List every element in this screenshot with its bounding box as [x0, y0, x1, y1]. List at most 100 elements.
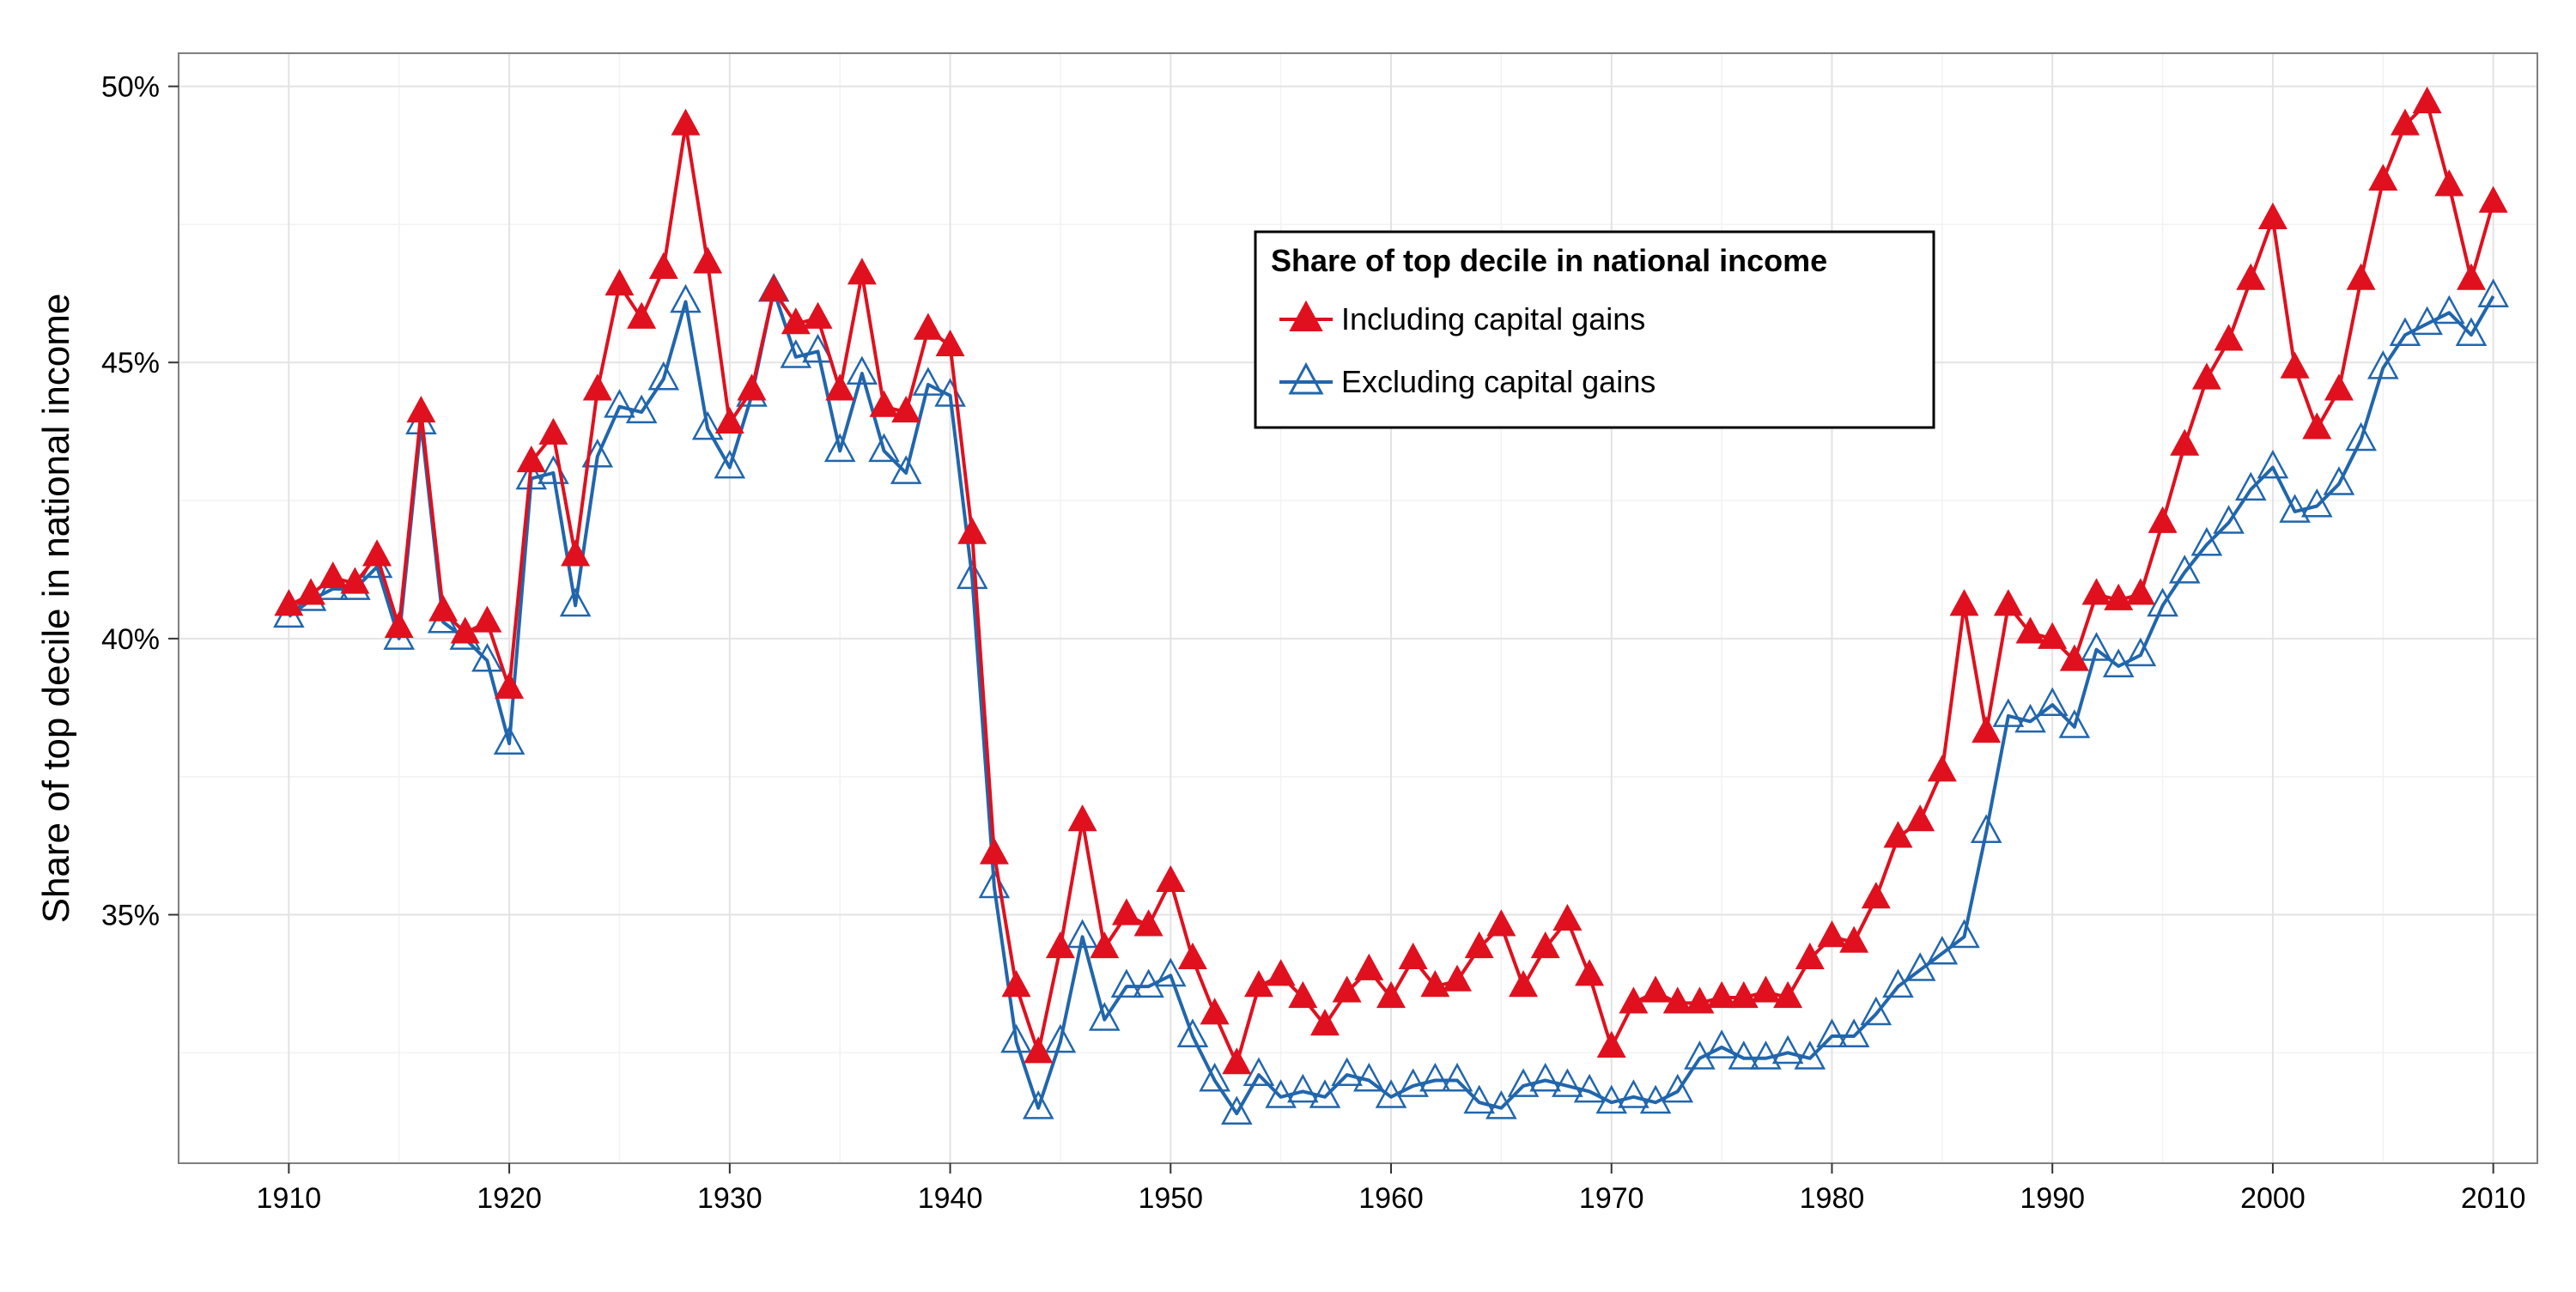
data-point: [1552, 1068, 1583, 1097]
data-point: [2124, 637, 2157, 667]
y-tick-label: 35%: [101, 900, 160, 932]
data-point: [1045, 931, 1075, 959]
data-point: [823, 433, 856, 463]
data-point: [2191, 362, 2221, 390]
data-point: [1971, 716, 2002, 743]
data-point: [2279, 494, 2311, 523]
data-point: [1552, 903, 1583, 931]
x-tick-label: 1960: [1358, 1182, 1424, 1215]
data-point: [2125, 578, 2155, 605]
data-point: [1926, 935, 1959, 965]
y-tick-label: 45%: [101, 347, 160, 379]
data-point: [1662, 986, 1692, 1014]
data-point: [2455, 317, 2488, 347]
data-point: [891, 396, 921, 423]
data-point: [2014, 703, 2046, 733]
data-point: [759, 274, 789, 301]
data-point: [1773, 980, 1803, 1009]
y-axis-label: Share of top decile in national income: [35, 294, 77, 924]
data-point: [1154, 957, 1187, 987]
data-point: [1133, 909, 1163, 937]
data-point: [318, 561, 348, 589]
data-point: [2147, 587, 2178, 617]
data-point: [2257, 449, 2289, 479]
legend-entry-including: Including capital gains: [1279, 300, 1645, 337]
data-point: [1133, 968, 1164, 998]
data-point: [472, 605, 502, 633]
data-point: [1507, 1068, 1540, 1097]
data-point: [1243, 970, 1273, 998]
x-tick-label: 1940: [918, 1182, 983, 1215]
data-point: [362, 539, 392, 567]
data-point: [2236, 263, 2266, 290]
legend-entry-excluding: Excluding capital gains: [1279, 361, 1656, 399]
data-point: [1310, 1009, 1340, 1036]
data-point: [2390, 108, 2420, 136]
data-point: [1948, 919, 1980, 949]
data-point: [2324, 373, 2354, 401]
data-point: [296, 578, 326, 605]
data-point: [1794, 1040, 1826, 1070]
data-point: [1376, 980, 1406, 1009]
data-point: [1242, 1057, 1275, 1087]
data-point: [2170, 428, 2200, 456]
data-point: [1265, 1079, 1297, 1108]
data-point: [1992, 698, 2025, 727]
data-point: [913, 312, 943, 340]
data-point: [802, 333, 834, 363]
y-tick-label: 40%: [101, 623, 160, 656]
x-tick-label: 1990: [2020, 1182, 2085, 1215]
data-point: [2257, 202, 2287, 230]
data-point: [1575, 959, 1605, 986]
data-point: [691, 410, 724, 440]
data-point: [1066, 919, 1098, 949]
data-point: [1529, 1062, 1562, 1092]
data-point: [1509, 970, 1539, 998]
x-tick-label: 1980: [1800, 1182, 1865, 1215]
data-point: [406, 396, 436, 423]
data-point: [1266, 959, 1296, 986]
data-point: [2477, 278, 2509, 307]
data-point: [625, 394, 658, 424]
data-point: [1001, 970, 1031, 998]
data-point: [781, 307, 811, 335]
data-point: [1090, 931, 1120, 959]
data-point: [1816, 1018, 1848, 1047]
data-point: [1817, 920, 1847, 948]
data-point: [2389, 317, 2421, 347]
data-point: [2280, 351, 2310, 379]
data-point: [935, 329, 965, 356]
data-point: [1641, 975, 1671, 1003]
x-tick-label: 2010: [2461, 1182, 2526, 1215]
data-point: [604, 389, 635, 418]
data-point: [2368, 163, 2398, 191]
data-point: [1728, 1040, 1760, 1070]
data-point: [714, 449, 746, 479]
y-tick-label: 50%: [101, 71, 160, 104]
data-point: [1530, 931, 1560, 959]
data-point: [670, 283, 702, 313]
data-point: [1728, 980, 1759, 1009]
data-point: [340, 567, 370, 594]
data-point: [1044, 1023, 1077, 1053]
data-point: [847, 258, 877, 285]
data-point: [2058, 709, 2091, 738]
data-point: [2081, 632, 2112, 661]
data-point: [1882, 968, 1914, 998]
legend-marker-including: [1289, 300, 1323, 331]
data-point: [1398, 942, 1428, 970]
data-point: [1397, 1068, 1429, 1097]
data-point: [1177, 942, 1207, 970]
data-point: [2234, 471, 2267, 501]
data-point: [2433, 294, 2465, 325]
data-point: [2036, 687, 2069, 717]
data-point: [516, 445, 546, 473]
series-excluding-capital-gains: [273, 273, 2509, 1125]
data-point: [582, 373, 612, 401]
data-point: [956, 560, 988, 590]
data-point: [2434, 169, 2464, 197]
data-point: [978, 869, 1011, 899]
data-point: [1707, 980, 1737, 1009]
data-point: [2346, 263, 2376, 290]
